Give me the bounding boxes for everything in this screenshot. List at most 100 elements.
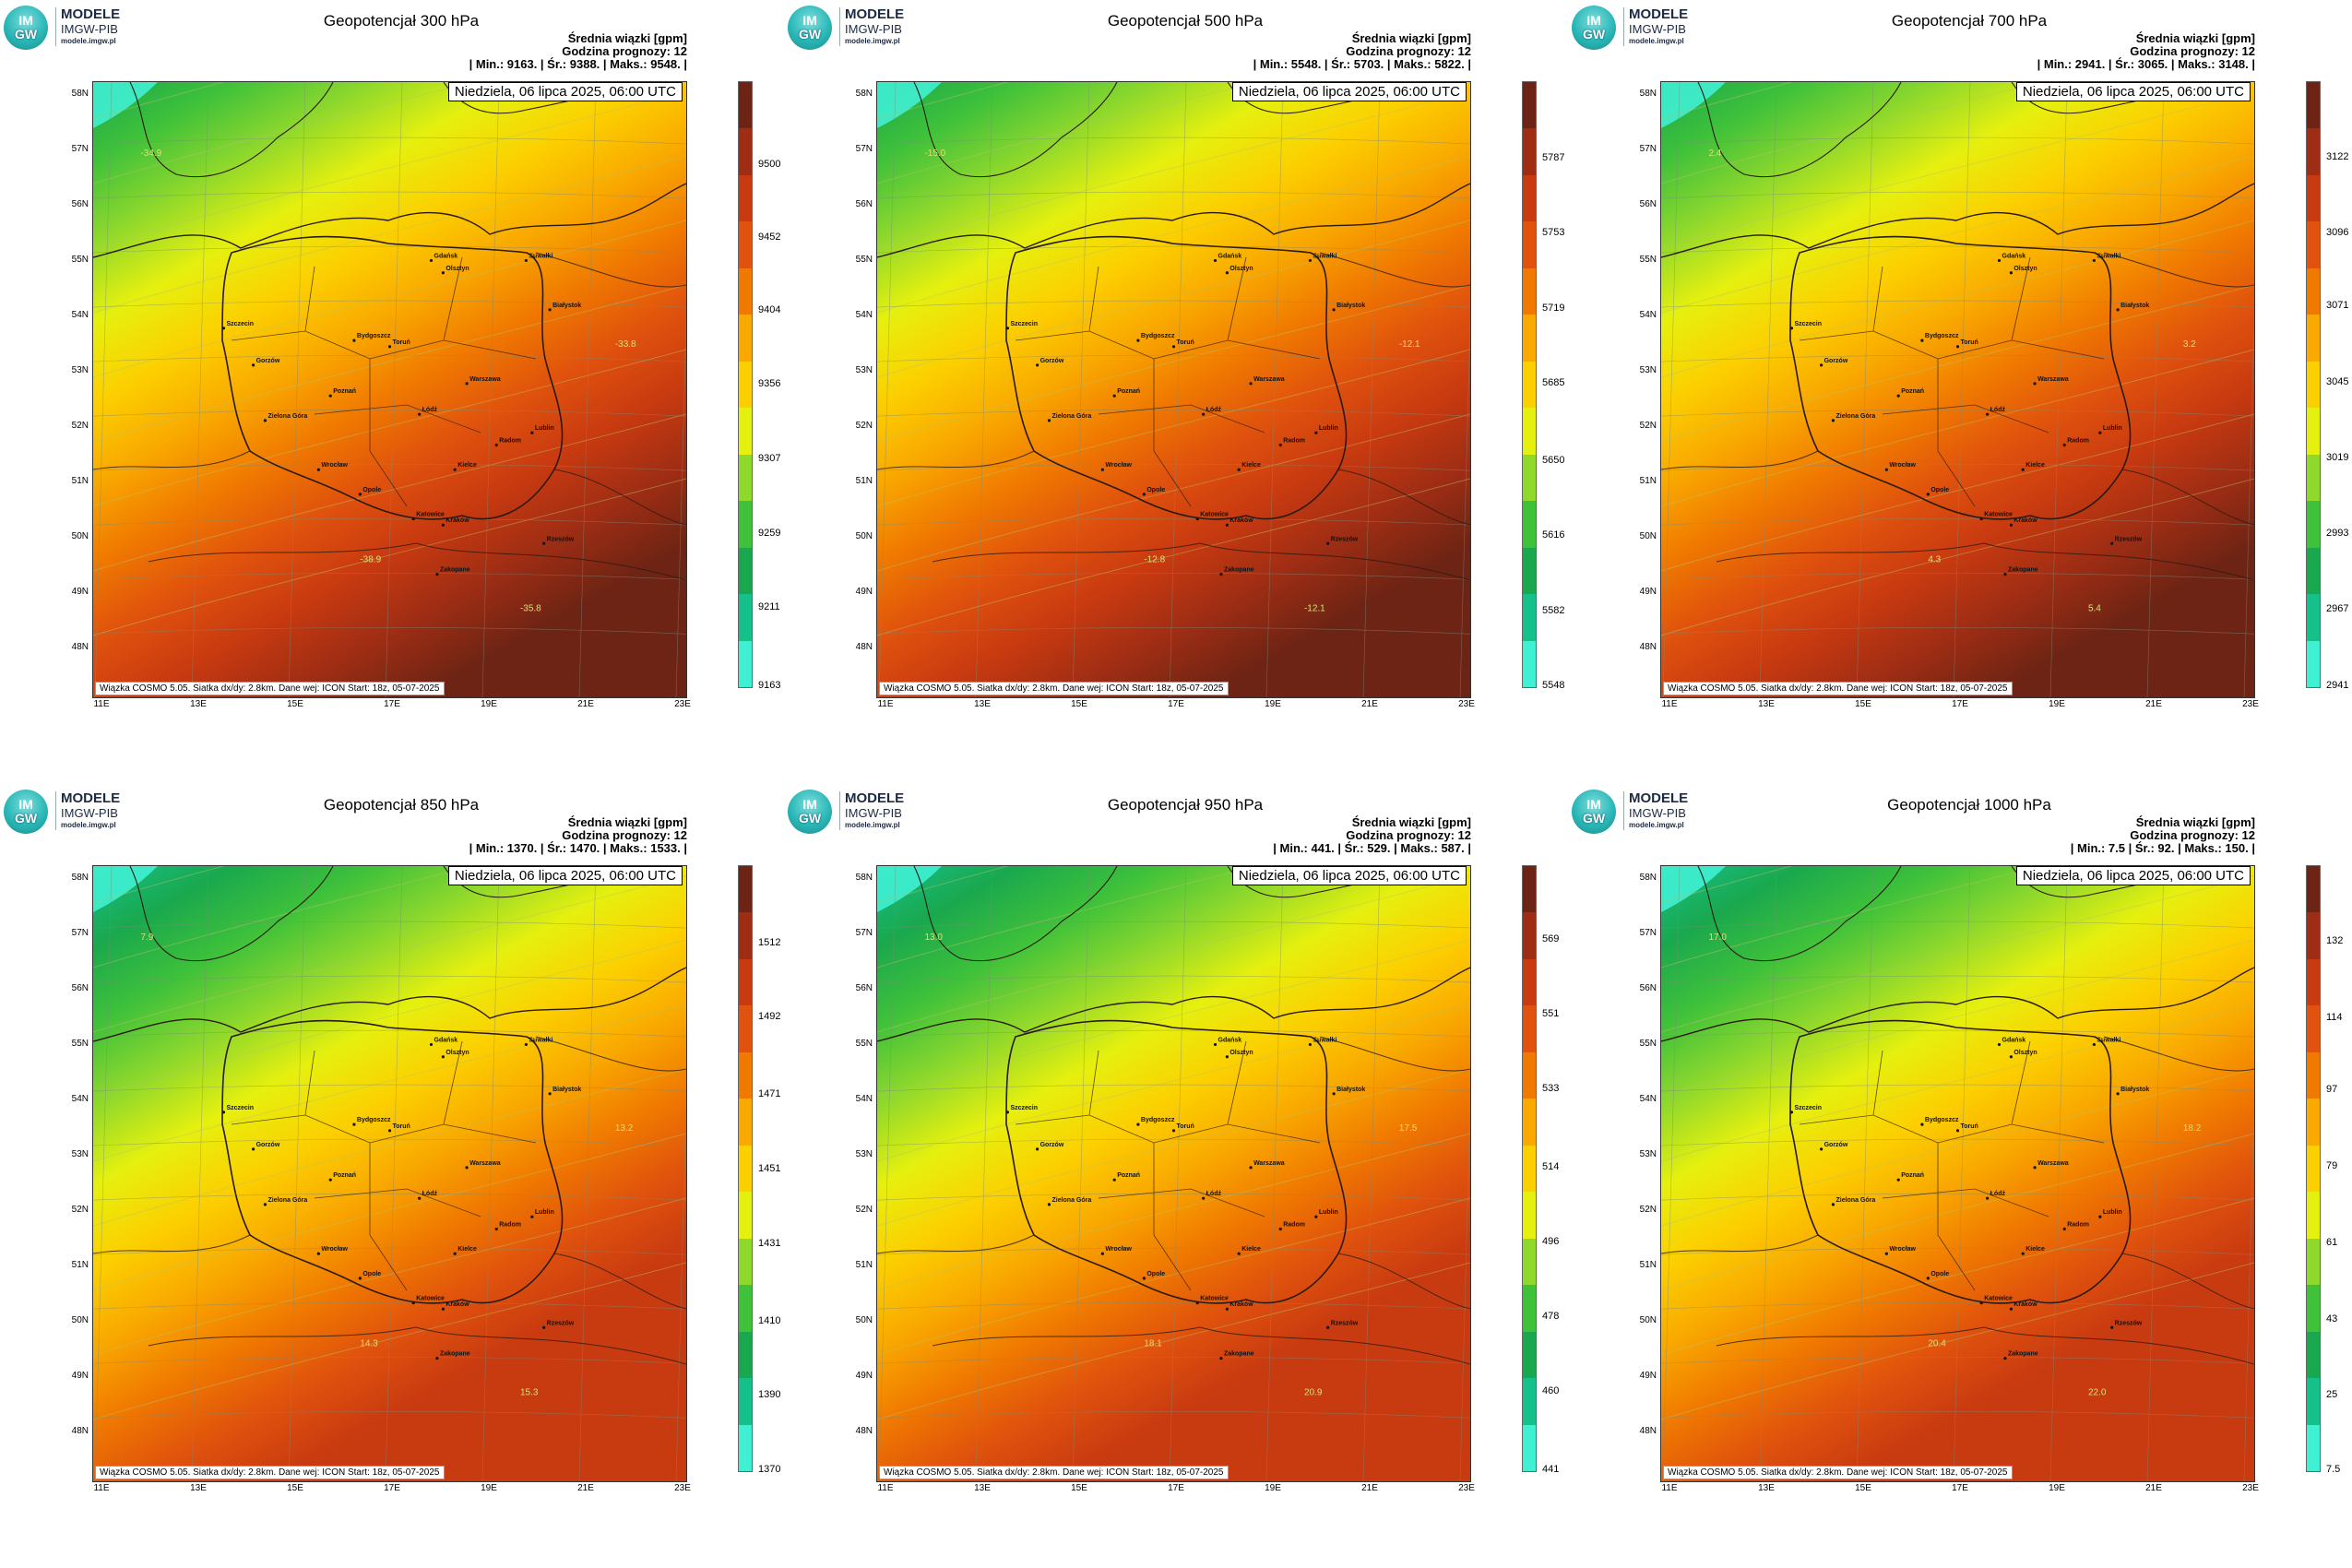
longitude-gridline	[1953, 866, 1971, 1481]
contour-label: -38.9	[360, 554, 381, 564]
latitude-label: 56N	[855, 199, 873, 209]
colorbar-segment	[2307, 315, 2320, 339]
city-marker	[530, 1215, 534, 1218]
contour-label: 17.5	[1399, 1123, 1418, 1134]
city-marker	[1005, 327, 1010, 330]
latitude-label: 57N	[1639, 928, 1657, 938]
longitude-label: 17E	[1952, 699, 1968, 709]
logo-divider	[55, 791, 56, 830]
geopotential-field	[93, 82, 686, 697]
longitude-label: 11E	[93, 699, 110, 709]
latitude-label: 57N	[855, 928, 873, 938]
isoline	[1661, 1068, 2254, 1227]
latitude-gridline	[877, 354, 1470, 362]
longitude-label: 21E	[577, 699, 594, 709]
colorbar-segment	[1523, 1099, 1536, 1123]
panel-subtitle: Średnia wiązki [gpm]	[2135, 31, 2255, 45]
geopotential-field	[877, 866, 1470, 1481]
city-marker	[453, 1252, 457, 1255]
latitude-label: 51N	[71, 476, 89, 486]
city-label: Szczecin	[1010, 321, 1038, 327]
latitude-gridline	[877, 245, 1470, 254]
panel-info: Średnia wiązki [gpm] Godzina prognozy: 12…	[2071, 816, 2255, 855]
contour-label: 13.2	[615, 1123, 634, 1134]
city-label: Toruń	[393, 339, 410, 346]
city-label: Gdańsk	[1218, 1037, 1242, 1043]
longitude-gridline	[288, 866, 306, 1481]
neighbour-borders	[1661, 252, 2254, 581]
latitude-gridline	[93, 921, 686, 929]
city-marker	[1997, 1042, 2002, 1047]
latitude-gridline	[93, 1084, 686, 1092]
city-label: Bydgoszcz	[357, 1117, 391, 1123]
longitude-gridline	[878, 866, 897, 1481]
longitude-label: 23E	[1458, 699, 1475, 709]
longitude-label: 13E	[190, 699, 207, 709]
latitude-label: 52N	[1639, 421, 1657, 431]
colorbar-tick-label: 132	[2326, 934, 2344, 946]
isoline	[93, 349, 686, 507]
logo-org: IMGW-PIB	[61, 22, 118, 36]
latitude-gridline	[93, 137, 686, 145]
neighbour-borders	[1661, 1036, 2254, 1365]
city-marker	[263, 1203, 267, 1206]
isoline	[1661, 90, 2254, 249]
colorbar-segment	[2307, 1145, 2320, 1170]
city-marker	[252, 1147, 255, 1151]
colorbar-segment	[739, 291, 752, 315]
city-label: Radom	[1283, 438, 1305, 445]
colorbar-tick-label: 79	[2326, 1159, 2338, 1171]
isoline	[1661, 82, 2043, 184]
city-label: Opole	[1930, 1271, 1949, 1277]
city-label: Poznań	[333, 1172, 356, 1179]
city-marker	[1225, 1307, 1229, 1311]
longitude-label: 13E	[190, 1483, 207, 1493]
isoline	[93, 82, 225, 120]
longitude-gridline	[2049, 82, 2068, 697]
colorbar-segment	[739, 982, 752, 1006]
colorbar-segment	[2307, 454, 2320, 479]
longitude-label: 13E	[1758, 1483, 1775, 1493]
contour-label: 3.2	[2183, 339, 2196, 350]
logo-org: IMGW-PIB	[845, 806, 902, 820]
colorbar-segment	[1523, 501, 1536, 525]
colorbar-segment	[2307, 1215, 2320, 1240]
city-marker	[2009, 1055, 2013, 1059]
city-label: Katowice	[1200, 1296, 1229, 1302]
forecast-panel: IM GW MODELE IMGW-PIB modele.imgw.pl Geopoten…	[1568, 784, 2352, 1568]
colorbar-segment	[1523, 128, 1536, 153]
colorbar-segment	[2307, 958, 2320, 983]
city-marker	[441, 1055, 445, 1059]
latitude-label: 54N	[855, 1094, 873, 1104]
city-marker	[1249, 1166, 1253, 1170]
city-marker	[1142, 493, 1146, 496]
latitude-label: 50N	[1639, 531, 1657, 541]
colorbar-segment	[739, 1354, 752, 1379]
logo-divider	[839, 791, 840, 830]
logo-divider	[839, 7, 840, 46]
colorbar-tick-label: 2941	[2326, 680, 2349, 691]
isoline	[93, 1262, 686, 1420]
colorbar-segment	[1523, 361, 1536, 386]
longitude-gridline	[1759, 866, 1777, 1481]
colorbar-segment	[739, 267, 752, 292]
colorbar-segment	[2307, 501, 2320, 525]
colorbar-segment	[2307, 1424, 2320, 1449]
city-label: Białystok	[1336, 1087, 1365, 1093]
contour-label: -34.9	[140, 148, 161, 159]
latitude-label: 56N	[1639, 199, 1657, 209]
latitude-label: 52N	[855, 421, 873, 431]
latitude-label: 55N	[71, 1039, 89, 1049]
colorbar-segment	[1523, 385, 1536, 409]
poland-border	[1005, 1019, 1348, 1304]
city-marker	[1171, 1129, 1176, 1133]
city-label: Białystok	[1336, 303, 1365, 309]
colorbar-segment	[2307, 82, 2320, 106]
longitude-gridline	[385, 866, 403, 1481]
colorbar-segment	[1523, 221, 1536, 246]
latitude-label: 49N	[71, 587, 89, 597]
colorbar-tick-label: 3122	[2326, 150, 2349, 162]
city-label: Rzeszów	[547, 536, 575, 542]
poland-border	[221, 235, 564, 520]
